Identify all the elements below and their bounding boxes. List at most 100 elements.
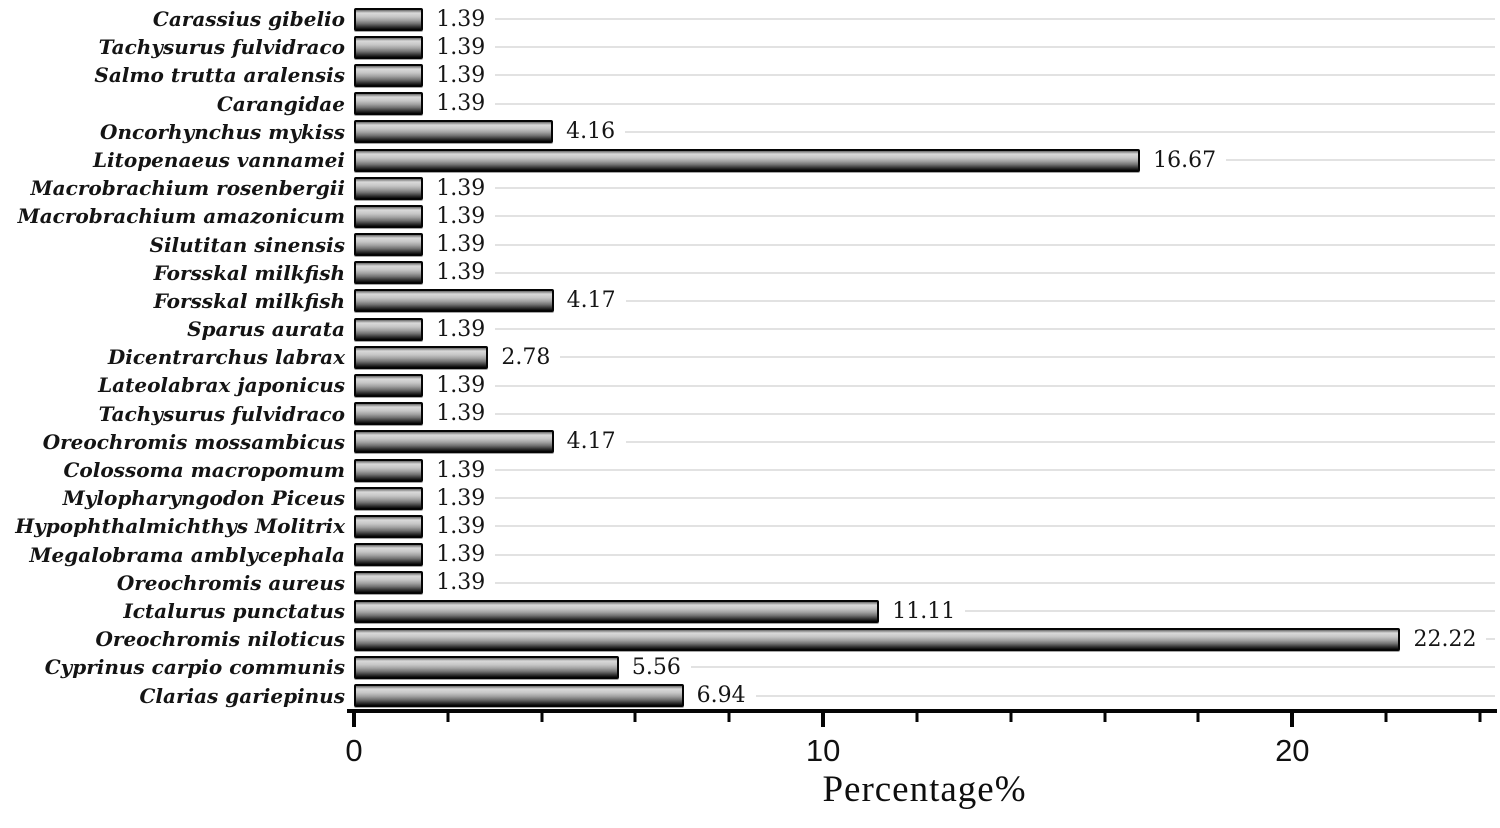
bar — [354, 120, 554, 144]
bar — [354, 176, 424, 200]
bar-row: Oreochromis niloticus 22.22 — [0, 625, 1495, 653]
bar — [354, 92, 424, 116]
row-gridline — [495, 384, 1495, 387]
value-label: 6.94 — [696, 683, 746, 709]
x-axis-line — [347, 709, 1497, 713]
bar-row: Silutitan sinensis 1.39 — [0, 231, 1495, 259]
category-label: Litopenaeus vannamei — [92, 147, 345, 172]
value-label: 1.39 — [436, 91, 486, 117]
bar-track: 1.39 — [354, 7, 1495, 32]
value-label: 1.39 — [436, 513, 486, 539]
value-label: 1.39 — [436, 175, 486, 201]
bar-track: 22.22 — [354, 627, 1495, 652]
x-axis-minor-tick — [446, 713, 450, 722]
bar-track: 4.17 — [354, 429, 1495, 454]
value-label: 1.39 — [436, 570, 486, 596]
bar-track: 1.39 — [354, 458, 1495, 483]
x-axis-minor-tick — [1384, 713, 1388, 722]
bar — [354, 599, 880, 623]
value-label: 1.39 — [436, 373, 486, 399]
bar-row: Salmo trutta aralensis 1.39 — [0, 61, 1495, 89]
x-axis-tick-label: 10 — [805, 733, 841, 768]
value-label: 16.67 — [1153, 147, 1217, 173]
bar — [354, 233, 424, 257]
row-gridline — [495, 553, 1495, 556]
bar-track: 1.39 — [354, 176, 1495, 201]
bar-row: Tachysurus fulvidraco 1.39 — [0, 33, 1495, 61]
category-label: Dicentrarchus labrax — [107, 345, 345, 370]
row-gridline — [495, 497, 1495, 500]
row-gridline — [495, 46, 1495, 49]
category-label: Carassius gibelio — [152, 7, 345, 31]
category-label: Oreochromis niloticus — [95, 627, 346, 652]
x-axis-title: Percentage% — [822, 769, 1027, 810]
bar-track: 1.39 — [354, 570, 1495, 595]
bar-row: Megalobrama amblycephala 1.39 — [0, 541, 1495, 569]
bar-track: 4.17 — [354, 288, 1495, 313]
x-axis-minor-tick — [1009, 713, 1013, 722]
row-gridline — [625, 299, 1495, 302]
x-axis-minor-tick — [1478, 713, 1482, 722]
bar-track: 1.39 — [354, 317, 1495, 342]
bar-track: 1.39 — [354, 373, 1495, 398]
row-gridline — [625, 440, 1495, 443]
category-label: Hypophthalmichthys Molitrix — [15, 514, 345, 539]
bar-track: 6.94 — [354, 683, 1495, 708]
bar-track: 1.39 — [354, 401, 1495, 426]
value-label: 1.39 — [436, 6, 486, 32]
x-axis-minor-tick — [915, 713, 919, 722]
row-gridline — [755, 694, 1495, 697]
category-label: Cyprinus carpio communis — [44, 655, 345, 680]
bar-track: 16.67 — [354, 148, 1495, 173]
bar-track: 1.39 — [354, 486, 1495, 511]
bar — [354, 63, 424, 87]
bar — [354, 374, 424, 398]
bar — [354, 627, 1401, 651]
bar-track: 1.39 — [354, 63, 1495, 88]
value-label: 11.11 — [892, 598, 956, 624]
category-label: Tachysurus fulvidraco — [98, 35, 345, 60]
category-label: Macrobrachium amazonicum — [17, 204, 345, 229]
bar-row: Lateolabrax japonicus 1.39 — [0, 371, 1495, 399]
value-label: 1.39 — [436, 401, 486, 427]
category-label: Oreochromis mossambicus — [42, 429, 345, 454]
row-gridline — [495, 412, 1495, 415]
bar-track: 1.39 — [354, 91, 1495, 116]
bar-row: Forsskal milkfish 1.39 — [0, 259, 1495, 287]
value-label: 1.39 — [436, 485, 486, 511]
row-gridline — [625, 130, 1495, 133]
value-label: 1.39 — [436, 260, 486, 286]
bar-row: Sparus aurata 1.39 — [0, 315, 1495, 343]
value-label: 22.22 — [1413, 626, 1477, 652]
bar — [354, 430, 554, 454]
bar — [354, 543, 424, 567]
bar-row: Litopenaeus vannamei 16.67 — [0, 146, 1495, 174]
row-gridline — [495, 18, 1495, 21]
bar — [354, 204, 424, 228]
bar-row: Ictalurus punctatus 11.11 — [0, 597, 1495, 625]
x-axis-major-tick — [352, 713, 356, 727]
category-label: Silutitan sinensis — [149, 232, 346, 257]
category-label: Lateolabrax japonicus — [98, 373, 345, 398]
bar — [354, 514, 424, 538]
category-label: Macrobrachium rosenbergii — [30, 176, 345, 201]
bar-row: Forsskal milkfish 4.17 — [0, 287, 1495, 315]
row-gridline — [495, 271, 1495, 274]
bar — [354, 571, 424, 595]
x-axis-tick-label: 20 — [1275, 733, 1310, 768]
bar — [354, 458, 424, 482]
category-label: Carangidae — [216, 91, 345, 116]
x-axis-minor-tick — [1196, 713, 1200, 722]
category-label: Salmo trutta aralensis — [94, 63, 345, 88]
category-label: Oncorhynchus mykiss — [100, 119, 345, 144]
bar — [354, 317, 424, 341]
category-label: Forsskal milkfish — [153, 260, 345, 285]
row-gridline — [495, 243, 1495, 246]
value-label: 1.39 — [436, 232, 486, 258]
value-label: 1.39 — [436, 316, 486, 342]
row-gridline — [495, 215, 1495, 218]
bar-row: Oreochromis aureus 1.39 — [0, 569, 1495, 597]
category-label: Sparus aurata — [187, 317, 345, 342]
bar-row: Macrobrachium rosenbergii 1.39 — [0, 174, 1495, 202]
row-gridline — [965, 610, 1495, 613]
